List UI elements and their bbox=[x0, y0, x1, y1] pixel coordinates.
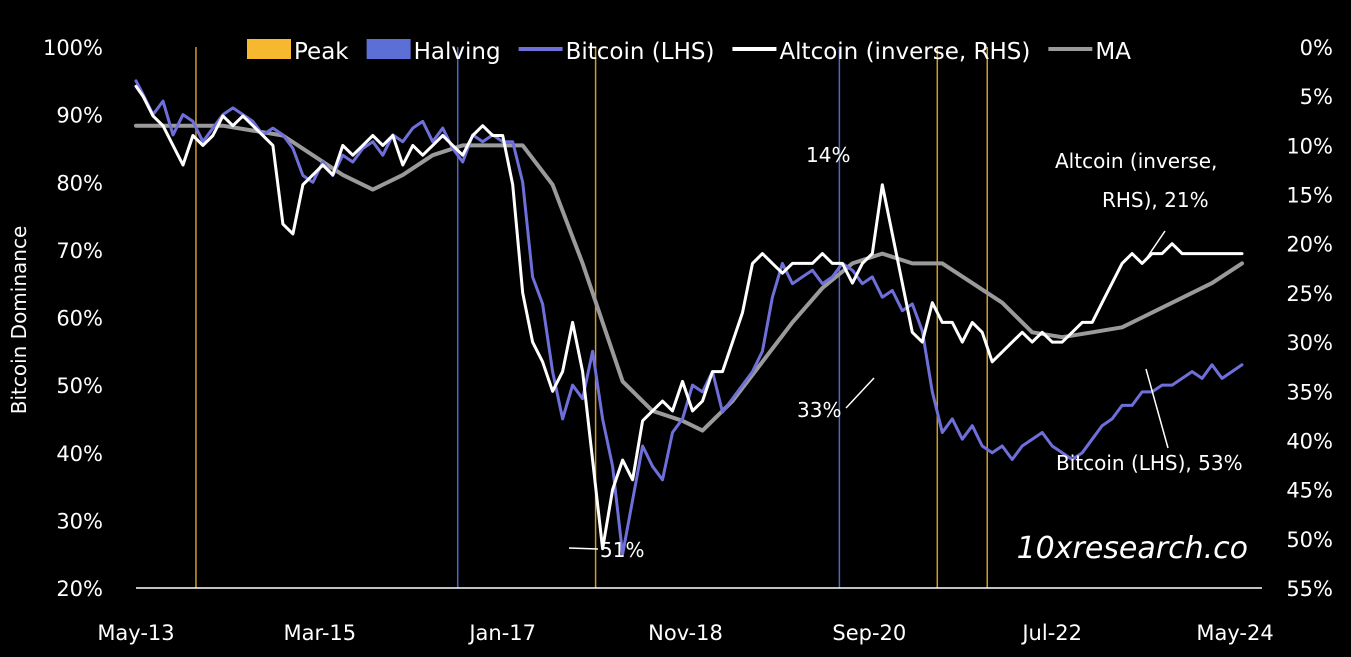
series-line-altcoin-inverse-rhs bbox=[134, 84, 1244, 551]
left-tick-label: 20% bbox=[56, 577, 103, 601]
right-tick-label: 55% bbox=[1286, 577, 1333, 601]
right-tick-label: 5% bbox=[1300, 85, 1333, 109]
y-axis-title: Bitcoin Dominance bbox=[7, 226, 31, 415]
legend-label-peak: Peak bbox=[294, 39, 349, 65]
x-tick-label: May-13 bbox=[97, 621, 174, 645]
x-tick-label: May-24 bbox=[1196, 621, 1273, 645]
annotation-leader bbox=[568, 547, 599, 550]
annotation-label: Bitcoin (LHS), 53% bbox=[1056, 451, 1243, 475]
x-tick-label: Jan-17 bbox=[467, 621, 536, 645]
legend-label-altcoin-inverse-rhs: Altcoin (inverse, RHS) bbox=[779, 39, 1030, 65]
x-tick-label: Nov-18 bbox=[648, 621, 723, 645]
annotation-label: Altcoin (inverse, bbox=[1055, 149, 1217, 173]
left-tick-label: 60% bbox=[56, 307, 103, 331]
annotation-leader bbox=[1145, 368, 1169, 449]
legend-label-ma: MA bbox=[1095, 39, 1131, 65]
x-tick-label: Jul-22 bbox=[1020, 621, 1082, 645]
annotation-leader bbox=[1145, 230, 1166, 260]
left-tick-label: 30% bbox=[56, 509, 103, 533]
legend-label-bitcoin-lhs: Bitcoin (LHS) bbox=[566, 39, 715, 65]
left-tick-label: 40% bbox=[56, 442, 103, 466]
right-tick-label: 25% bbox=[1286, 282, 1333, 306]
left-tick-label: 100% bbox=[43, 36, 103, 60]
right-tick-label: 50% bbox=[1286, 528, 1333, 552]
watermark-text: 10xresearch.co bbox=[1017, 531, 1248, 566]
annotation-label: 51% bbox=[600, 538, 644, 562]
annotation-leader bbox=[845, 377, 875, 409]
legend-label-halving: Halving bbox=[414, 39, 501, 65]
annotation-label: 33% bbox=[797, 398, 841, 422]
right-tick-label: 0% bbox=[1300, 36, 1333, 60]
right-tick-label: 40% bbox=[1286, 429, 1333, 453]
right-tick-label: 45% bbox=[1286, 479, 1333, 503]
legend-swatch-halving bbox=[366, 39, 411, 59]
annotation-label: RHS), 21% bbox=[1102, 188, 1209, 212]
right-tick-label: 35% bbox=[1286, 380, 1333, 404]
left-tick-label: 90% bbox=[56, 104, 103, 128]
right-tick-label: 10% bbox=[1286, 134, 1333, 158]
annotation-label: 14% bbox=[806, 143, 850, 167]
series-line-bitcoin-lhs bbox=[134, 79, 1244, 556]
right-tick-label: 30% bbox=[1286, 331, 1333, 355]
x-tick-label: Sep-20 bbox=[832, 621, 906, 645]
left-tick-label: 80% bbox=[56, 171, 103, 195]
x-tick-label: Mar-15 bbox=[284, 621, 357, 645]
right-tick-label: 15% bbox=[1286, 184, 1333, 208]
left-tick-label: 70% bbox=[56, 239, 103, 263]
left-tick-label: 50% bbox=[56, 374, 103, 398]
legend-swatch-peak bbox=[247, 39, 291, 59]
right-tick-label: 20% bbox=[1286, 233, 1333, 257]
